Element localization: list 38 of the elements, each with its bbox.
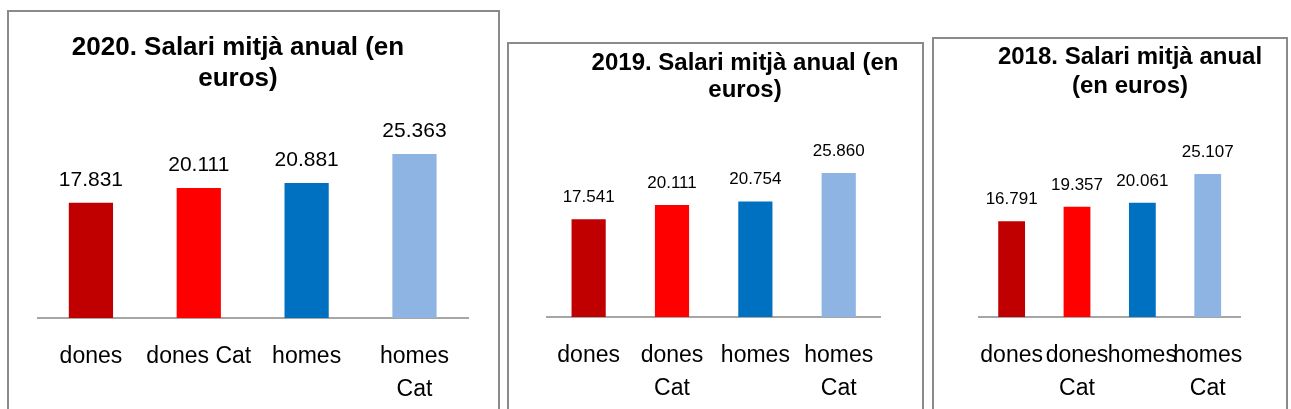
chart-title: 2018. Salari mitjà anual (en euros) (996, 41, 1264, 99)
data-label: 20.061 (1116, 170, 1169, 190)
x-tick-label: dones (557, 341, 620, 368)
x-tick-label: dones Cat (146, 342, 252, 369)
x-tick-label: homes (272, 342, 342, 369)
x-tick-label: homes Cat (804, 341, 874, 401)
x-tick-label: dones Cat (640, 341, 704, 401)
data-label: 17.831 (58, 166, 124, 190)
x-tick-label: homes Cat (379, 342, 450, 402)
bar (392, 153, 437, 318)
bar (654, 205, 690, 317)
data-label: 20.111 (647, 173, 697, 193)
bar (1063, 206, 1091, 317)
x-tick-label: dones (59, 342, 123, 369)
bar (1128, 202, 1156, 317)
data-label: 20.111 (168, 151, 230, 175)
bar (284, 182, 329, 318)
data-label: 25.363 (382, 117, 447, 141)
bar (571, 219, 606, 317)
x-tick-label: dones Cat (1045, 341, 1109, 401)
chart-title: 2020. Salari mitjà anual (en euros) (70, 31, 406, 93)
data-label: 25.860 (812, 141, 865, 161)
bar (998, 221, 1026, 317)
data-label: 16.791 (985, 189, 1038, 209)
x-tick-label: homes (720, 341, 790, 368)
bar (176, 187, 221, 318)
chart-title: 2019. Salari mitjà anual (en euros) (590, 48, 900, 102)
bar (738, 201, 773, 317)
data-label: 17.541 (562, 187, 615, 207)
bar (1194, 173, 1222, 317)
data-label: 25.107 (1181, 141, 1234, 161)
bar (68, 202, 114, 318)
data-label: 20.754 (729, 169, 782, 189)
x-tick-label: dones (980, 341, 1043, 368)
data-label: 19.357 (1051, 174, 1103, 194)
data-label: 20.881 (274, 146, 339, 170)
bar (821, 173, 856, 317)
x-tick-label: homes Cat (1173, 341, 1243, 401)
